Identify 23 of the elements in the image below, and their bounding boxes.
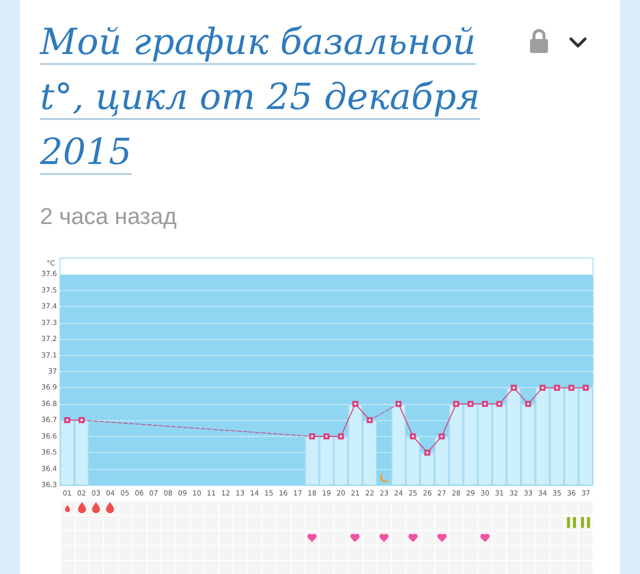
point [496, 400, 502, 407]
point [453, 400, 460, 407]
point [78, 417, 85, 424]
point [324, 433, 330, 440]
point [309, 433, 316, 440]
point [424, 450, 430, 456]
point [64, 417, 70, 424]
point [396, 400, 402, 407]
point [482, 400, 488, 407]
point [410, 433, 416, 440]
point [540, 384, 546, 391]
point [554, 384, 560, 391]
chart-title: Мой график базальной t°, цикл от 25 декабря 2015 [40, 22, 480, 173]
point [338, 433, 344, 440]
point [366, 417, 373, 424]
point [510, 384, 517, 391]
point [525, 400, 532, 407]
point [568, 384, 574, 391]
point [468, 400, 474, 407]
point [438, 433, 445, 440]
chart-subtitle: 2 часа назад [40, 203, 177, 230]
point [582, 384, 589, 391]
point [352, 400, 358, 407]
